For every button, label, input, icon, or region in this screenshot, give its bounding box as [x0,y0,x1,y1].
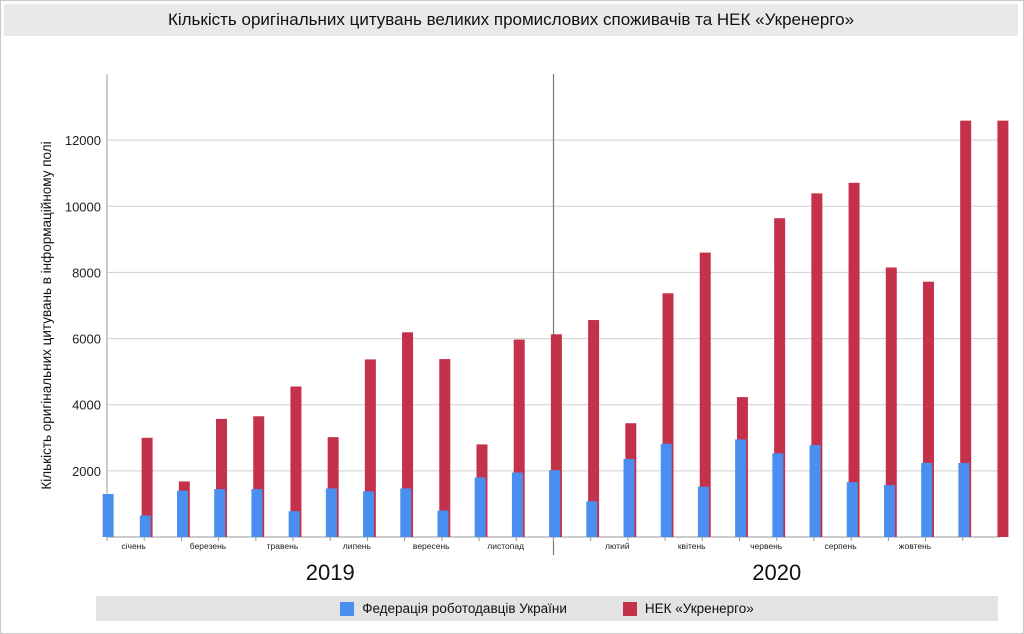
bar-series-1 [772,453,784,537]
legend-item-series-2[interactable]: НЕК «Укренерго» [622,601,754,616]
bar-series-2 [774,218,786,538]
bar-series-1 [697,486,709,537]
bar-series-1 [921,462,933,537]
bar-series-2 [290,386,302,537]
x-tick-label: серпень [824,541,857,551]
bar-series-2 [662,293,674,537]
bar-series-1 [251,489,263,537]
legend-swatch-series-2 [622,601,637,616]
y-tick-label: 4000 [72,398,101,413]
bar-series-1 [139,515,151,537]
bar-series-2 [439,359,451,537]
bar-series-1 [846,482,858,537]
bar-series-2 [402,332,414,537]
bar-series-1 [325,488,337,537]
bar-series-1 [511,472,523,537]
bar-series-2 [960,120,972,538]
bar-series-2 [922,281,934,537]
bar-series-2 [588,320,600,537]
x-tick-label: березень [190,541,227,551]
bar-series-2 [513,339,525,537]
bar-series-2 [997,120,1009,538]
legend-label-series-2: НЕК «Укренерго» [644,601,754,616]
bar-series-2 [550,334,562,537]
x-tick-label: квітень [678,541,706,551]
bar-series-1 [623,458,635,537]
bar-series-1 [474,477,486,537]
y-tick-label: 2000 [72,464,101,479]
bar-series-1 [883,485,895,537]
y-tick-label: 10000 [65,199,101,214]
x-tick-label: листопад [487,541,524,551]
bar-series-1 [102,494,114,537]
bar-series-1 [809,445,821,537]
bar-series-2 [364,359,376,537]
bar-series-1 [735,439,747,537]
y-tick-label: 8000 [72,265,101,280]
bar-series-1 [586,501,598,537]
y-tick-label: 6000 [72,332,101,347]
bar-series-2 [253,416,265,537]
bar-series-2 [848,182,860,537]
year-label: 2020 [752,560,801,585]
bar-series-1 [660,443,672,537]
bar-series-1 [214,489,226,537]
x-tick-label: вересень [413,541,450,551]
bar-series-1 [549,470,561,537]
chart-title-bar: Кількість оригінальних цитувань великих … [4,4,1018,36]
x-tick-label: лютий [605,541,630,551]
bar-series-2 [216,418,228,537]
x-tick-label: липень [343,541,372,551]
chart-legend: Федерація роботодавців України НЕК «Укре… [96,596,998,621]
y-tick-label: 12000 [65,133,101,148]
legend-item-series-1[interactable]: Федерація роботодавців України [340,601,567,616]
x-tick-label: жовтень [899,541,932,551]
bar-series-2 [699,252,711,538]
bar-series-2 [327,437,339,537]
bar-series-2 [885,267,897,537]
x-tick-label: січень [121,541,146,551]
bar-series-1 [400,488,412,537]
chart-title: Кількість оригінальних цитувань великих … [167,10,855,29]
legend-swatch-series-1 [340,601,355,616]
x-tick-label: травень [267,541,299,551]
legend-label-series-1: Федерація роботодавців України [362,601,567,616]
bar-series-1 [958,462,970,537]
bar-series-1 [363,491,375,537]
x-tick-label: червень [750,541,783,551]
bar-series-2 [811,193,823,537]
bar-series-2 [141,437,153,537]
bar-series-1 [437,510,449,537]
year-label: 2019 [306,560,355,585]
y-axis-label: Кількість оригінальних цитувань в інформ… [39,141,54,489]
bar-series-1 [288,511,300,537]
bar-series-1 [177,490,189,537]
